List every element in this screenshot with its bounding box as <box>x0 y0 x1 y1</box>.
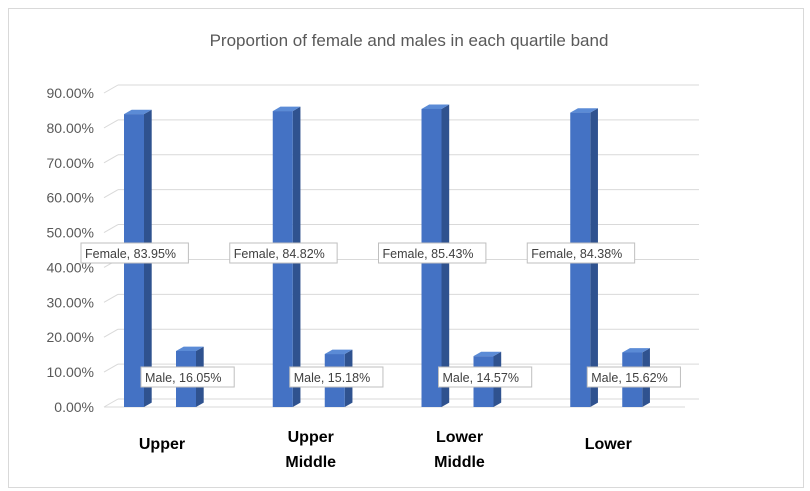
gridline-side <box>103 328 119 338</box>
data-label-box <box>80 242 189 264</box>
data-label: Male, 15.62% <box>591 371 667 385</box>
data-label: Female, 83.95% <box>85 247 176 261</box>
gridline-side <box>103 398 119 408</box>
gridline-side <box>103 119 119 129</box>
y-tick-label: 10.00% <box>47 364 94 380</box>
bar-top-male <box>324 349 353 355</box>
x-category-label: Upper <box>139 436 185 453</box>
y-tick-label: 0.00% <box>54 399 94 415</box>
data-label: Male, 15.18% <box>294 371 370 385</box>
data-label-box <box>289 366 384 388</box>
y-tick-label: 70.00% <box>47 155 94 171</box>
data-label-box <box>438 366 533 388</box>
data-label: Female, 85.43% <box>383 247 474 261</box>
gridline-side <box>103 363 119 373</box>
data-label-box <box>229 242 338 264</box>
x-category-label: Middle <box>434 454 485 471</box>
y-tick-label: 30.00% <box>47 294 94 310</box>
y-tick-label: 80.00% <box>47 120 94 136</box>
chart-title: Proportion of female and males in each q… <box>210 31 609 50</box>
bar-top-female <box>272 106 301 112</box>
gridline-side <box>103 293 119 303</box>
bar-top-female <box>124 109 152 115</box>
gridline-side <box>103 84 119 94</box>
y-tick-label: 90.00% <box>47 85 94 101</box>
x-category-label: Lower <box>436 429 483 446</box>
x-category-label: Lower <box>585 436 632 453</box>
data-label: Female, 84.38% <box>531 247 622 261</box>
data-label-box <box>378 242 487 264</box>
chart-frame: Proportion of female and males in each q… <box>8 8 804 488</box>
gridline-side <box>103 224 119 233</box>
data-label-box <box>586 366 681 388</box>
data-label-box <box>526 242 636 264</box>
data-label: Male, 14.57% <box>443 371 519 385</box>
x-category-label: Upper <box>288 429 334 446</box>
data-label: Female, 84.82% <box>234 247 325 261</box>
y-tick-label: 20.00% <box>47 329 94 345</box>
gridline-side <box>103 189 119 199</box>
y-tick-label: 50.00% <box>47 225 94 241</box>
bar-top-male <box>473 351 502 357</box>
bar-top-female <box>421 104 450 109</box>
data-label-box <box>140 366 235 388</box>
bar-chart: Proportion of female and males in each q… <box>47 31 699 471</box>
bar-top-male <box>176 346 204 352</box>
y-tick-label: 60.00% <box>47 190 94 206</box>
bar-top-female <box>570 108 598 113</box>
data-label: Male, 16.05% <box>145 371 221 385</box>
x-category-label: Middle <box>285 454 336 471</box>
bar-top-male <box>622 348 650 353</box>
gridline-side <box>103 154 119 164</box>
